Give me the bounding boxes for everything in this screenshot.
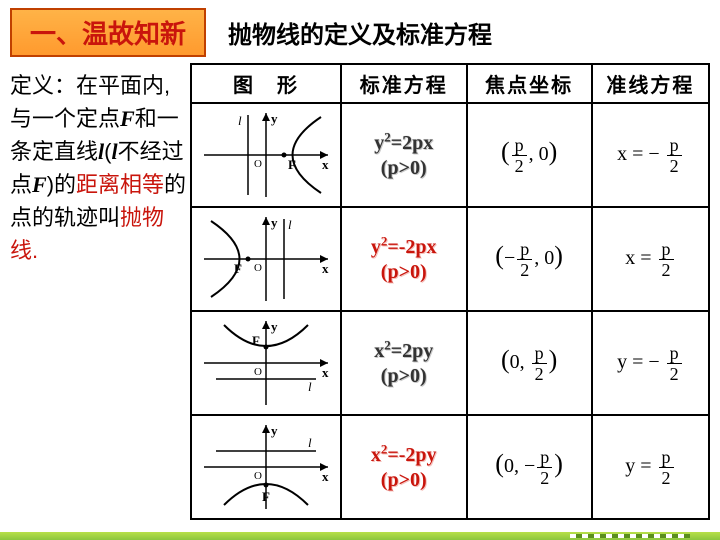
col-header: 焦点坐标: [467, 64, 592, 103]
col-header: 图 形: [191, 64, 341, 103]
col-header: 标准方程: [341, 64, 467, 103]
table-row: F x y O l y2=-2px(p>0)(−p2, 0)x = p2: [191, 207, 709, 311]
definition-text: 定义：在平面内,与一个定点F和一条定直线l(l不经过点F)的距离相等的点的轨迹叫…: [10, 63, 190, 520]
equation-cell: x2=-2py(p>0): [341, 415, 467, 519]
svg-text:x: x: [322, 469, 329, 484]
focus-cell: (p2, 0): [467, 103, 592, 207]
directrix-cell: x = p2: [592, 207, 709, 311]
svg-text:l: l: [308, 435, 312, 450]
parabola-fig-up: F x y O l: [196, 315, 336, 411]
figure-cell: F x y O l: [191, 311, 341, 415]
page-title: 抛物线的定义及标准方程: [228, 15, 492, 50]
equation-cell: y2=-2px(p>0): [341, 207, 467, 311]
focus-cell: (0, p2): [467, 311, 592, 415]
col-header: 准线方程: [592, 64, 709, 103]
svg-text:l: l: [308, 379, 312, 394]
svg-text:O: O: [254, 262, 262, 274]
svg-text:l: l: [238, 113, 242, 128]
svg-text:x: x: [322, 157, 329, 172]
focus-cell: (0, −p2): [467, 415, 592, 519]
svg-text:y: y: [271, 319, 278, 334]
svg-text:x: x: [322, 365, 329, 380]
parabola-fig-right: F x y O l: [196, 107, 336, 203]
svg-text:F: F: [288, 157, 296, 172]
svg-text:l: l: [288, 217, 292, 232]
directrix-cell: x = − p2: [592, 103, 709, 207]
svg-text:F: F: [252, 333, 260, 348]
figure-cell: F x y O l: [191, 207, 341, 311]
svg-text:O: O: [254, 366, 262, 378]
cases-table: 图 形标准方程焦点坐标准线方程 F x y O l y2=2px(p>0)(p2…: [190, 63, 710, 520]
svg-text:F: F: [234, 261, 242, 276]
section-badge: 一、温故知新: [10, 8, 206, 57]
equation-cell: x2=2py(p>0): [341, 311, 467, 415]
svg-text:O: O: [254, 158, 262, 170]
footer-decoration: [0, 532, 720, 540]
table-row: F x y O l x2=-2py(p>0)(0, −p2)y = p2: [191, 415, 709, 519]
svg-text:y: y: [271, 215, 278, 230]
svg-text:y: y: [271, 111, 278, 126]
figure-cell: F x y O l: [191, 103, 341, 207]
directrix-cell: y = − p2: [592, 311, 709, 415]
table-row: F x y O l y2=2px(p>0)(p2, 0)x = − p2: [191, 103, 709, 207]
directrix-cell: y = p2: [592, 415, 709, 519]
equation-cell: y2=2px(p>0): [341, 103, 467, 207]
figure-cell: F x y O l: [191, 415, 341, 519]
table-row: F x y O l x2=2py(p>0)(0, p2)y = − p2: [191, 311, 709, 415]
svg-text:y: y: [271, 423, 278, 438]
svg-text:O: O: [254, 470, 262, 482]
focus-cell: (−p2, 0): [467, 207, 592, 311]
svg-text:x: x: [322, 261, 329, 276]
svg-text:F: F: [262, 489, 270, 504]
parabola-fig-left: F x y O l: [196, 211, 336, 307]
parabola-fig-down: F x y O l: [196, 419, 336, 515]
